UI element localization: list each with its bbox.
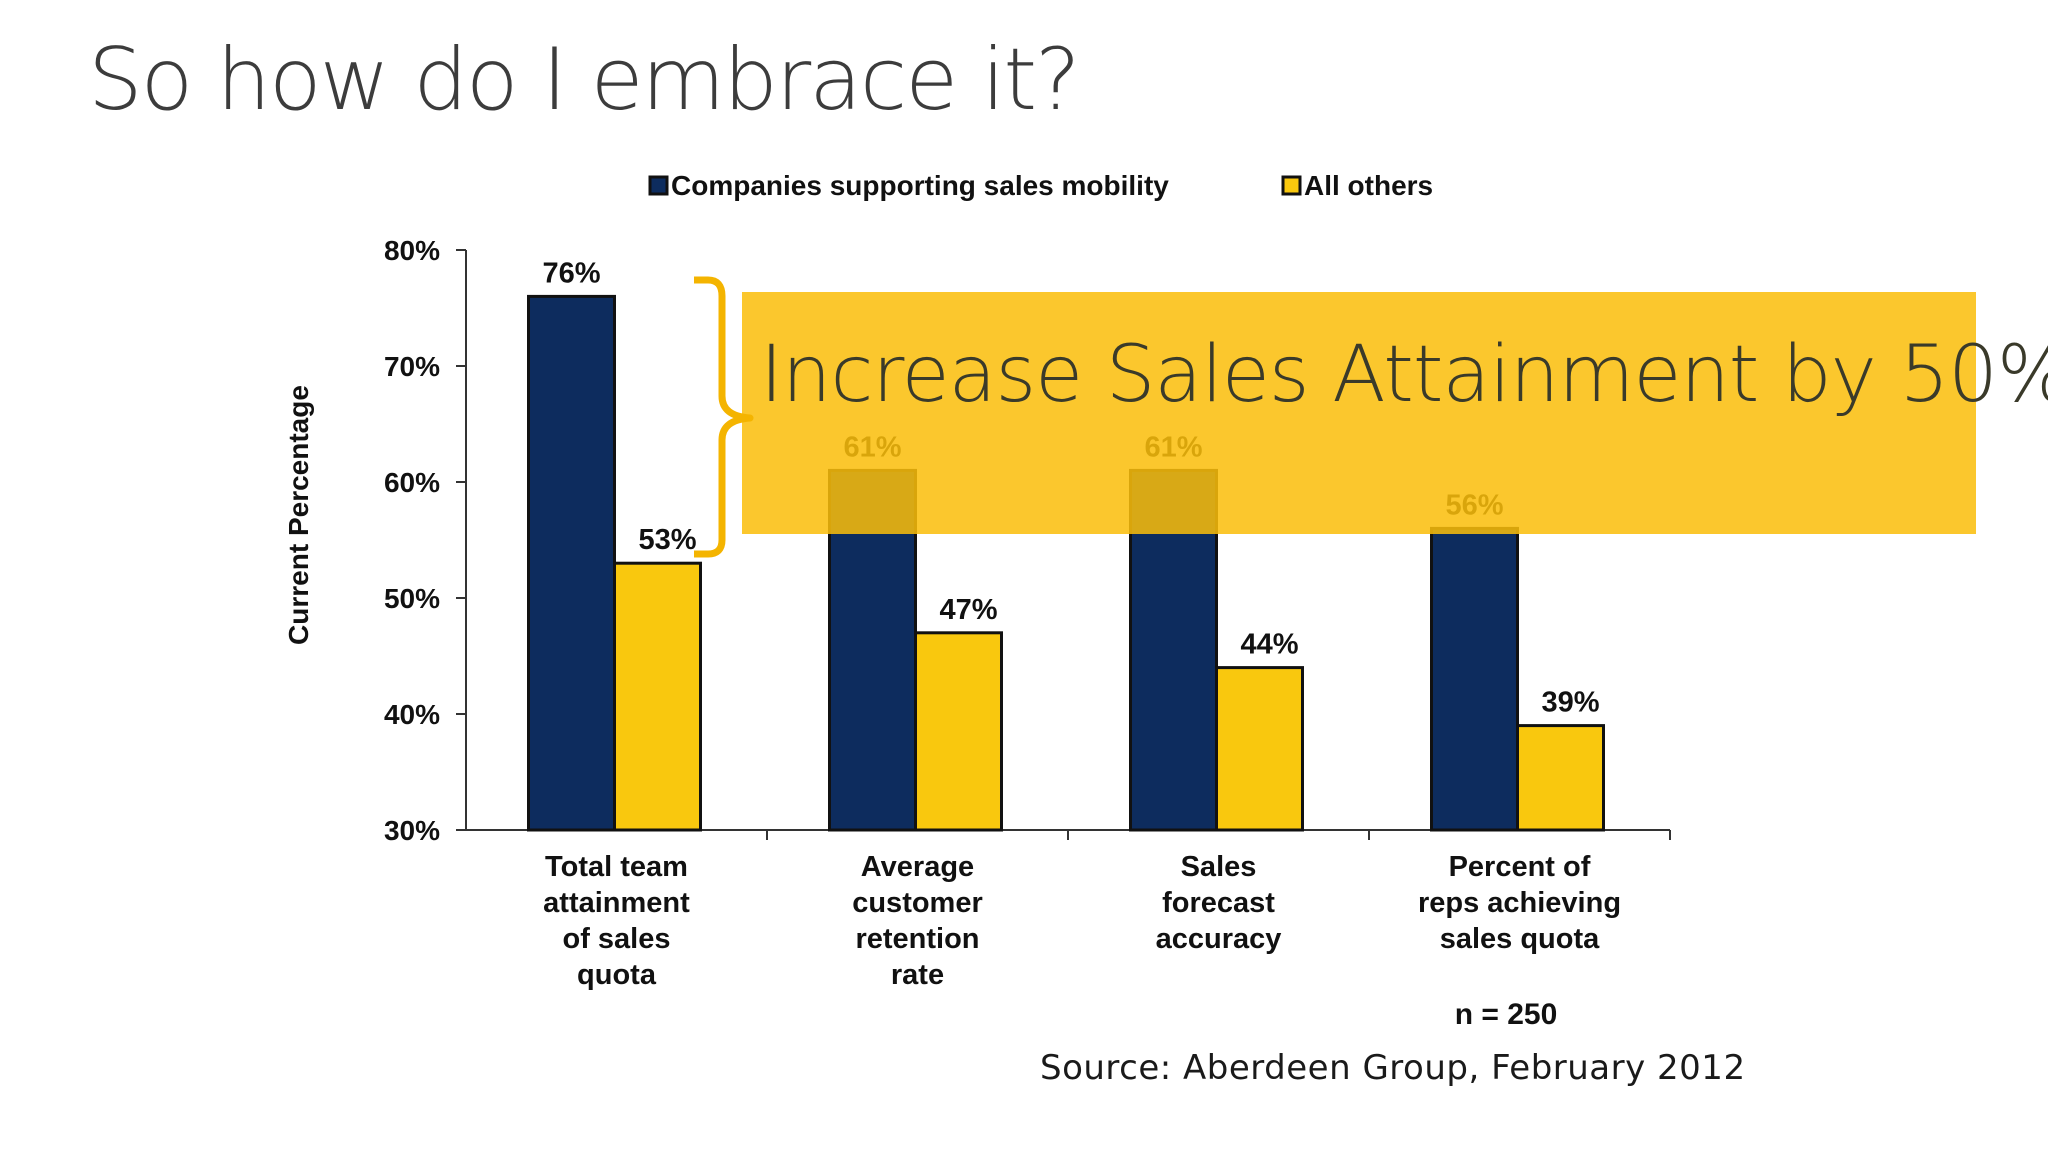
- category-label-line: Sales: [1181, 851, 1257, 883]
- bar-all-others: [914, 631, 1003, 832]
- category-label-line: quota: [577, 959, 657, 991]
- category-label: Percent of reps achieving sales quota: [1418, 851, 1621, 955]
- data-label: 39%: [1541, 687, 1599, 719]
- bar-sales-mobility: [1430, 526, 1519, 832]
- category-label-line: Average: [861, 851, 974, 883]
- callout-box: Increase Sales Attainment by 50%: [742, 292, 2048, 534]
- y-tick-label: 70%: [384, 351, 440, 382]
- callout-text: Increase Sales Attainment by 50%: [760, 330, 2048, 420]
- category-label-line: sales quota: [1440, 923, 1600, 955]
- legend-swatch-sales-mobility: [648, 175, 669, 196]
- data-label: 44%: [1240, 629, 1298, 661]
- source-citation: Source: Aberdeen Group, February 2012: [1040, 1048, 1746, 1088]
- legend-label-all-others: All others: [1304, 170, 1433, 201]
- bar-all-others: [613, 561, 702, 832]
- category-label-line: Percent of: [1449, 851, 1591, 883]
- y-tick-label: 60%: [384, 467, 440, 498]
- sample-size-label: n = 250: [1455, 998, 1558, 1031]
- chart-legend: Companies supporting sales mobility All o…: [648, 170, 1433, 201]
- category-label-line: attainment: [543, 887, 690, 919]
- category-label-line: rate: [891, 959, 944, 991]
- category-label: Sales forecast accuracy: [1156, 851, 1282, 955]
- y-tick-label: 80%: [384, 235, 440, 266]
- category-label-line: accuracy: [1156, 923, 1282, 955]
- category-label-line: forecast: [1162, 887, 1275, 919]
- curly-brace: [694, 276, 754, 558]
- category-label-line: reps achieving: [1418, 887, 1621, 919]
- legend-label-sales-mobility: Companies supporting sales mobility: [671, 170, 1169, 201]
- category-label-line: customer: [852, 887, 983, 919]
- y-tick-label: 40%: [384, 699, 440, 730]
- legend-swatch-all-others: [1281, 175, 1302, 196]
- slide-title: So how do I embrace it?: [88, 30, 1081, 130]
- y-tick-label: 30%: [384, 815, 440, 846]
- data-label: 47%: [939, 594, 997, 626]
- category-label-line: retention: [855, 923, 979, 955]
- data-label: 53%: [638, 524, 696, 556]
- category-label-line: Total team: [545, 851, 688, 883]
- data-label: 76%: [542, 257, 600, 289]
- category-label-line: of sales: [563, 923, 671, 955]
- bar-all-others: [1215, 666, 1304, 832]
- category-label: Average customer retention rate: [852, 851, 983, 991]
- bar-sales-mobility: [527, 294, 616, 832]
- bar-all-others: [1516, 724, 1605, 832]
- category-label: Total team attainment of sales quota: [543, 851, 690, 991]
- y-axis-title: Current Percentage: [283, 385, 314, 645]
- y-tick-label: 50%: [384, 583, 440, 614]
- chart-category-labels: Total team attainment of sales quota Average…: [543, 851, 1621, 991]
